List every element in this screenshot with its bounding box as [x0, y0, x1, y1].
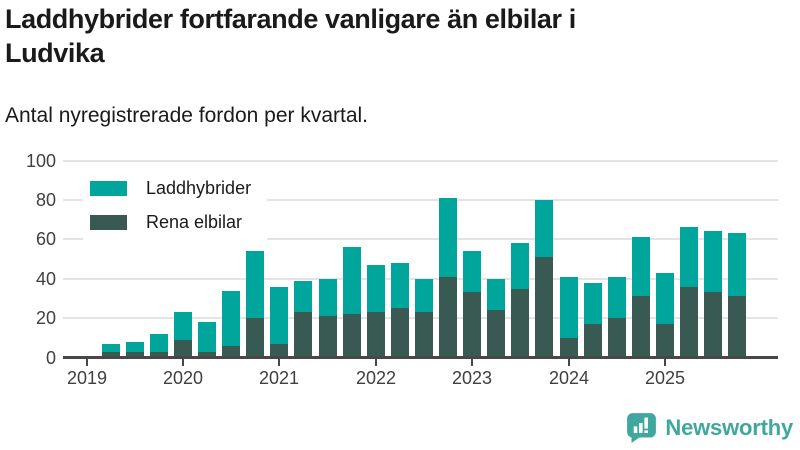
- x-tick-label: 2021: [258, 368, 300, 388]
- x-axis-tick: [278, 359, 280, 366]
- bar-segment-laddhybrider: [198, 322, 216, 352]
- bar-segment-laddhybrider: [560, 277, 578, 338]
- y-tick-label: 100: [25, 151, 56, 171]
- bar-segment-rena-elbilar: [728, 296, 746, 358]
- bar-segment-rena-elbilar: [294, 312, 312, 358]
- x-axis-tick: [182, 359, 184, 366]
- bar-segment-rena-elbilar: [415, 312, 433, 358]
- bar-segment-rena-elbilar: [511, 289, 529, 358]
- bar-segment-rena-elbilar: [680, 287, 698, 358]
- legend-item-rena-elbilar: Rena elbilar: [90, 212, 251, 233]
- bar-segment-laddhybrider: [656, 273, 674, 324]
- bar-segment-rena-elbilar: [560, 338, 578, 358]
- x-axis-tick: [471, 359, 473, 366]
- legend-item-laddhybrider: Laddhybrider: [90, 178, 251, 199]
- bar-segment-laddhybrider: [584, 283, 602, 324]
- bar-segment-laddhybrider: [680, 227, 698, 287]
- bar-segment-laddhybrider: [608, 277, 626, 318]
- x-tick-label: 2024: [548, 368, 590, 388]
- bar-segment-rena-elbilar: [487, 310, 505, 358]
- bar-segment-rena-elbilar: [367, 312, 385, 358]
- bar-segment-rena-elbilar: [150, 352, 168, 358]
- x-tick-label: 2020: [162, 368, 204, 388]
- bar-segment-laddhybrider: [150, 334, 168, 352]
- bar-segment-laddhybrider: [174, 312, 192, 340]
- logo-bar-medium: [639, 423, 644, 434]
- bar-segment-laddhybrider: [535, 200, 553, 257]
- y-tick-label: 0: [45, 348, 56, 368]
- chart-title-line1: Laddhybrider fortfarande vanligare än el…: [5, 4, 576, 34]
- legend-swatch-rena-elbilar: [90, 215, 127, 230]
- legend-swatch-laddhybrider: [90, 181, 127, 196]
- bar-segment-laddhybrider: [367, 265, 385, 312]
- logo-exclamation-bar: [644, 417, 649, 429]
- bar-segment-laddhybrider: [294, 281, 312, 312]
- x-axis-tick: [568, 359, 570, 366]
- bar-segment-laddhybrider: [222, 291, 240, 346]
- gridline: [63, 160, 778, 162]
- bar-segment-rena-elbilar: [608, 318, 626, 358]
- logo-exclamation-dot: [644, 430, 649, 434]
- chart-subtitle: Antal nyregistrerade fordon per kvartal.: [5, 104, 369, 127]
- y-tick-label: 20: [35, 308, 56, 328]
- x-tick-label: 2019: [66, 368, 108, 388]
- bar-segment-laddhybrider: [391, 263, 409, 308]
- legend-label: Rena elbilar: [146, 212, 243, 232]
- bar-segment-rena-elbilar: [584, 324, 602, 358]
- bar-segment-rena-elbilar: [319, 316, 337, 358]
- bar-segment-laddhybrider: [487, 279, 505, 310]
- legend-label: Laddhybrider: [146, 178, 252, 198]
- bar-segment-rena-elbilar: [246, 318, 264, 358]
- brand-name: Newsworthy: [665, 414, 793, 440]
- logo-bar-small: [634, 426, 638, 434]
- bar-segment-laddhybrider: [415, 279, 433, 312]
- bar-segment-rena-elbilar: [198, 352, 216, 358]
- bar-segment-rena-elbilar: [439, 277, 457, 358]
- y-tick-label: 80: [35, 190, 56, 210]
- y-tick-label: 60: [35, 229, 56, 249]
- bar-segment-laddhybrider: [439, 198, 457, 277]
- x-tick-label: 2023: [451, 368, 493, 388]
- chart-title-line2: Ludvika: [5, 38, 105, 68]
- bar-chart-speech-bubble-icon: [627, 413, 657, 443]
- x-axis-line: [63, 356, 778, 359]
- bar-segment-rena-elbilar: [463, 292, 481, 358]
- bar-segment-laddhybrider: [704, 231, 722, 292]
- x-tick-label: 2022: [355, 368, 397, 388]
- bar-segment-rena-elbilar: [632, 296, 650, 358]
- bar-segment-rena-elbilar: [174, 340, 192, 358]
- x-axis-tick: [375, 359, 377, 366]
- x-axis-tick: [664, 359, 666, 366]
- bar-segment-laddhybrider: [343, 247, 361, 314]
- bar-segment-laddhybrider: [246, 251, 264, 318]
- bar-segment-rena-elbilar: [391, 308, 409, 358]
- x-tick-label: 2025: [644, 368, 686, 388]
- bar-segment-rena-elbilar: [656, 324, 674, 358]
- bar-segment-laddhybrider: [511, 243, 529, 289]
- chart-title: Laddhybrider fortfarande vanligare än el…: [5, 2, 725, 70]
- y-tick-label: 40: [35, 269, 56, 289]
- bar-segment-laddhybrider: [102, 344, 120, 352]
- bar-segment-laddhybrider: [126, 342, 144, 352]
- bar-segment-laddhybrider: [632, 237, 650, 296]
- bar-segment-rena-elbilar: [126, 352, 144, 358]
- bar-segment-rena-elbilar: [270, 344, 288, 358]
- bar-segment-rena-elbilar: [222, 346, 240, 358]
- gridline: [63, 199, 778, 201]
- bar-segment-rena-elbilar: [535, 257, 553, 358]
- bar-segment-laddhybrider: [728, 233, 746, 296]
- bar-segment-laddhybrider: [463, 251, 481, 292]
- x-axis-tick: [86, 359, 88, 366]
- bar-segment-laddhybrider: [270, 287, 288, 344]
- newsworthy-logo: Newsworthy: [626, 412, 793, 443]
- gridline: [63, 238, 778, 240]
- bar-segment-laddhybrider: [319, 279, 337, 316]
- bar-segment-rena-elbilar: [102, 352, 120, 358]
- legend: Laddhybrider Rena elbilar: [83, 168, 268, 241]
- bar-segment-rena-elbilar: [343, 314, 361, 358]
- bar-segment-rena-elbilar: [704, 292, 722, 358]
